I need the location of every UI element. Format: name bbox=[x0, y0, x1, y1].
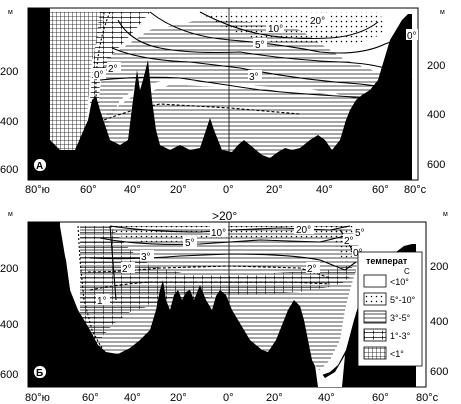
lat-b-60s: 60° bbox=[82, 392, 99, 404]
legend-unit: С bbox=[404, 267, 410, 276]
legend-label-5-10: 5°-10° bbox=[390, 295, 416, 305]
panel-a-right-tick-200: 200 bbox=[427, 60, 445, 72]
panel-b-ticked-zone bbox=[80, 226, 356, 350]
iso-b-2-right: 2° bbox=[307, 264, 317, 275]
iso-a-5: 5° bbox=[255, 40, 265, 51]
panel-a-lat-axis: 80°ю 60° 40° 20° 0° 20° 40° 60° 80°с bbox=[25, 184, 427, 196]
iso-a-0-right: 0° bbox=[407, 31, 417, 42]
lat-b-20s: 20° bbox=[170, 392, 187, 404]
panel-a-left-tick-400: 400 bbox=[0, 116, 18, 128]
legend-label-3-5: 3°-5° bbox=[390, 313, 411, 323]
panel-b-notch bbox=[315, 355, 345, 387]
panel-a-left-axis: м 200 400 600 bbox=[0, 9, 18, 176]
panel-a-hlines-deep bbox=[90, 85, 412, 160]
panel-a-left-tick-200: 200 bbox=[0, 66, 18, 78]
panel-b-top-label: >20° bbox=[212, 209, 237, 223]
iso-a-3: 3° bbox=[249, 72, 259, 83]
panel-a-left-unit: м bbox=[8, 9, 13, 16]
iso-b-5-far: 5° bbox=[355, 228, 365, 239]
panel-a-cold-grid-zone bbox=[50, 12, 105, 165]
iso-b-20: 20° bbox=[296, 225, 311, 236]
iso-a-0-left: 0° bbox=[94, 70, 104, 81]
panel-b-label: Б bbox=[36, 368, 43, 379]
iso-a-20: 20° bbox=[310, 16, 325, 27]
lat-a-40n: 40° bbox=[316, 184, 333, 196]
legend-swatch-lt1 bbox=[363, 346, 387, 360]
lat-b-40s: 40° bbox=[124, 392, 141, 404]
lat-a-20s: 20° bbox=[170, 184, 187, 196]
panel-b-right-tick-600: 600 bbox=[430, 366, 448, 378]
lat-a-80n: 80°с bbox=[404, 184, 427, 196]
legend-swatch-1-3 bbox=[363, 328, 387, 342]
iso-a-2: 2° bbox=[108, 64, 118, 75]
panel-b-right-unit: м bbox=[443, 211, 448, 218]
lat-b-40n: 40° bbox=[318, 392, 335, 404]
panel-b-left-tick-600: 600 bbox=[0, 369, 18, 381]
panel-b-dots-zone bbox=[110, 226, 350, 242]
lat-a-60s: 60° bbox=[80, 184, 97, 196]
panel-a-label: А bbox=[36, 161, 43, 172]
panel-b-left-coast bbox=[56, 226, 78, 312]
panel-a-isotherm-labels: 20° 10° 5° 0° 0° 2° 3° bbox=[93, 14, 418, 83]
iso-b-10: 10° bbox=[211, 228, 226, 239]
lat-a-20n: 20° bbox=[266, 184, 283, 196]
lat-a-80s: 80°ю bbox=[25, 184, 50, 196]
lat-b-80s: 80°ю bbox=[25, 392, 50, 404]
lat-a-60n: 60° bbox=[372, 184, 389, 196]
iso-b-5: 5° bbox=[185, 238, 195, 249]
iso-b-1: 1° bbox=[97, 296, 107, 307]
panel-a-right-tick-600: 600 bbox=[427, 159, 445, 171]
panel-b-right-tick-200: 200 bbox=[430, 261, 448, 273]
panel-a-ticked-zone bbox=[90, 12, 150, 150]
panel-b: м 200 400 600 м 200 400 600 Б >20° 10° 2… bbox=[0, 209, 448, 404]
legend: температ С <10° 5°-10° 3°-5° 1°-3° <1° bbox=[357, 251, 423, 367]
panel-a-right-tick-400: 400 bbox=[427, 109, 445, 121]
lat-b-60n: 60° bbox=[372, 392, 389, 404]
panel-b-left-tick-200: 200 bbox=[0, 263, 18, 275]
panel-b-seabed bbox=[28, 222, 416, 387]
lat-b-80n: 80°с bbox=[416, 392, 439, 404]
iso-a-10: 10° bbox=[268, 24, 283, 35]
panel-b-lat-axis: 80°ю 60° 40° 20° 0° 20° 40° 60° 80°с bbox=[25, 392, 439, 404]
panel-a-left-tick-600: 600 bbox=[0, 164, 18, 176]
panel-b-isotherm-labels: 10° 20° 5° 3° 2° 2° 1° 0° 2° 5° bbox=[96, 223, 368, 307]
legend-swatch-3-5 bbox=[363, 310, 387, 324]
panel-a-seabed bbox=[28, 8, 412, 180]
legend-swatch-lt10 bbox=[363, 274, 387, 288]
iso-b-2-left: 2° bbox=[122, 264, 132, 275]
lat-b-0: 0° bbox=[223, 392, 234, 404]
panel-a-label-badge bbox=[33, 158, 47, 172]
panel-b-right-axis: м 200 400 600 bbox=[430, 211, 448, 378]
panel-a-right-unit: м bbox=[440, 9, 445, 16]
panel-b-left-unit: м bbox=[8, 211, 13, 218]
legend-swatch-5-10 bbox=[363, 292, 387, 306]
legend-label-1-3: 1°-3° bbox=[390, 331, 411, 341]
panel-b-right-tick-400: 400 bbox=[430, 316, 448, 328]
panel-a-right-axis: м 200 400 600 bbox=[427, 9, 445, 171]
legend-label-lt1: <1° bbox=[390, 349, 404, 359]
lat-a-40s: 40° bbox=[124, 184, 141, 196]
legend-title: температ bbox=[366, 256, 408, 266]
legend-label-lt10: <10° bbox=[390, 277, 409, 287]
iso-b-2-far: 2° bbox=[344, 236, 354, 247]
panel-a: м 200 400 600 м 200 400 600 А 20° 10° 5°… bbox=[0, 7, 445, 196]
iso-b-3: 3° bbox=[141, 252, 151, 263]
lat-a-0: 0° bbox=[223, 184, 234, 196]
panel-b-label-badge bbox=[33, 365, 47, 379]
panel-b-left-tick-400: 400 bbox=[0, 319, 18, 331]
panel-b-left-axis: м 200 400 600 bbox=[0, 211, 18, 381]
lat-b-20n: 20° bbox=[266, 392, 283, 404]
